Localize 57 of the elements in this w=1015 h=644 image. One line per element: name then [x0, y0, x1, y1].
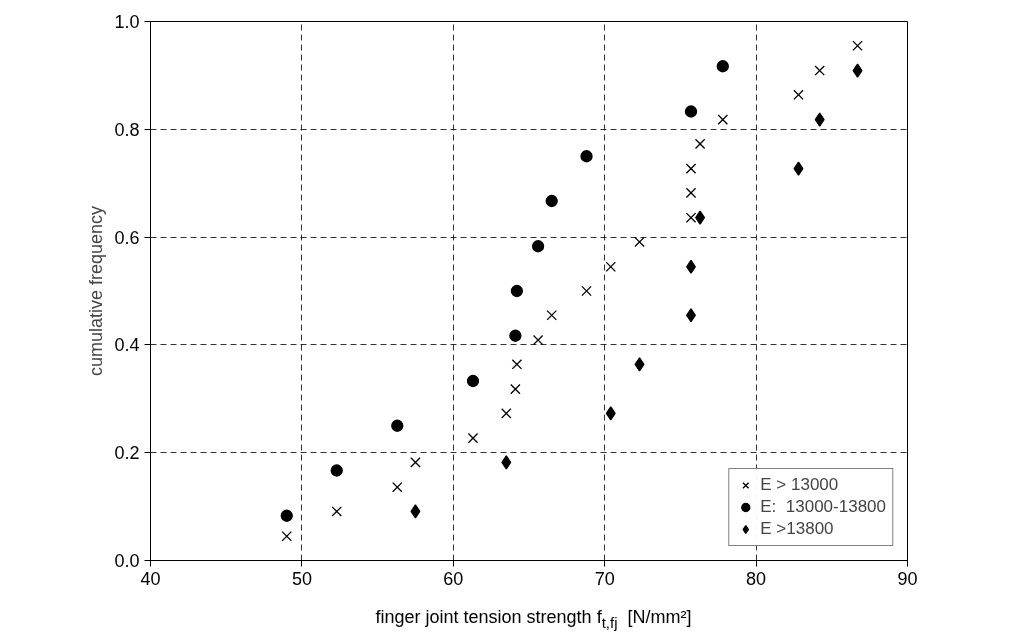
point [605, 406, 616, 421]
legend-label: E > 13000 [760, 475, 839, 495]
point [331, 506, 342, 517]
y-tick-label: 0.0 [114, 551, 140, 571]
point [852, 63, 863, 78]
point [716, 60, 729, 73]
point [509, 329, 522, 342]
point [634, 236, 645, 248]
x-tick-label: 60 [443, 568, 464, 589]
y-tick-label: 0.4 [114, 335, 140, 356]
point [281, 531, 293, 542]
x-tick-label: 50 [291, 568, 312, 589]
point [391, 419, 404, 432]
point [581, 285, 592, 297]
legend-label: E: 13000-13800 [760, 497, 886, 517]
x-tick-label: 70 [594, 568, 615, 589]
point [685, 187, 697, 199]
point [685, 163, 697, 174]
point [580, 150, 593, 163]
point [280, 509, 293, 522]
point [793, 89, 804, 101]
x-axis-title: finger joint tension strength f$_{t,fj}$ [N/mm²] [375, 606, 692, 633]
point [511, 359, 523, 370]
y-tick-label: 0.6 [114, 227, 140, 248]
y-tick-label: 1.0 [114, 12, 140, 32]
point [410, 504, 421, 519]
point [546, 310, 557, 321]
point [467, 432, 479, 444]
point [694, 138, 706, 150]
y-tick-label: 0.2 [114, 443, 140, 464]
point [510, 284, 524, 298]
x-tick-label: 80 [746, 568, 767, 589]
x-tick-label: 40 [140, 568, 161, 589]
point [501, 408, 512, 419]
point [605, 261, 616, 272]
point [852, 40, 863, 51]
point [330, 464, 343, 477]
point [532, 334, 544, 346]
point [410, 457, 421, 468]
point [634, 357, 645, 372]
point [531, 240, 545, 253]
point [793, 161, 804, 176]
point [814, 112, 825, 127]
point [684, 105, 698, 118]
point [695, 210, 706, 225]
legend-label: E >13800 [760, 519, 834, 539]
point [501, 455, 512, 470]
point [510, 383, 521, 395]
point [685, 212, 697, 223]
point [392, 481, 403, 493]
y-tick-label: 0.8 [114, 119, 140, 140]
x-tick-label: 90 [897, 568, 918, 589]
point [717, 114, 729, 125]
point [814, 65, 825, 76]
point [466, 374, 480, 388]
point [545, 194, 558, 208]
y-axis-title: cumulative frequency [86, 205, 107, 377]
